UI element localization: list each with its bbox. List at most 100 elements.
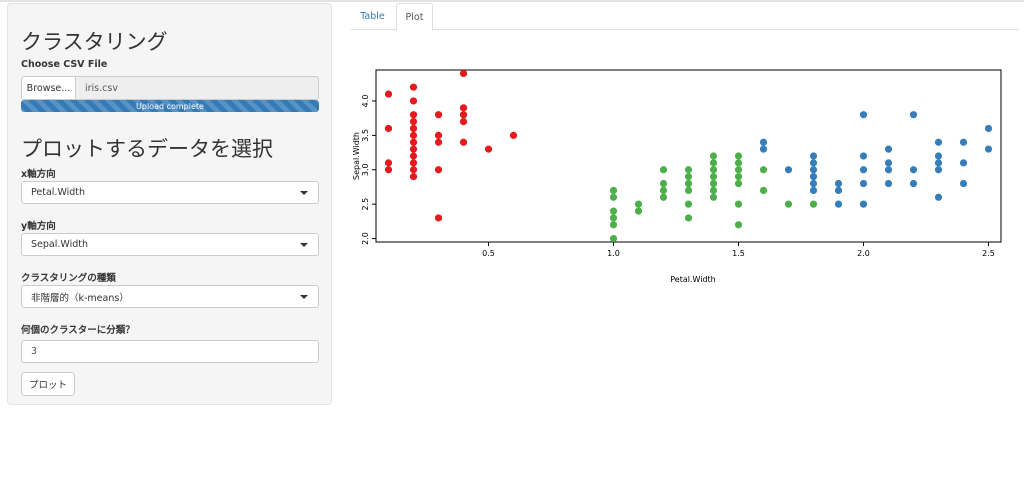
tab-table[interactable]: Table — [360, 11, 385, 22]
data-point-cluster-2 — [609, 221, 618, 229]
data-point-cluster-3 — [809, 173, 818, 181]
x-tick-label: 0.5 — [482, 249, 495, 258]
chevron-down-icon — [300, 191, 308, 195]
data-point-cluster-1 — [384, 159, 393, 167]
x-tick-label: 1.0 — [607, 249, 620, 258]
data-point-cluster-3 — [884, 159, 893, 167]
data-point-cluster-3 — [809, 186, 818, 194]
file-input: Browse... iris.csv — [21, 76, 319, 100]
data-point-cluster-3 — [809, 166, 818, 174]
tab-plot[interactable]: Plot — [396, 3, 433, 31]
data-point-cluster-3 — [859, 179, 868, 188]
data-point-cluster-3 — [859, 200, 868, 208]
cluster-type-select[interactable]: 非階層的（k-means） — [21, 285, 319, 308]
data-point-cluster-1 — [409, 118, 418, 126]
data-point-cluster-1 — [484, 145, 493, 153]
data-point-cluster-3 — [759, 138, 768, 146]
data-point-cluster-2 — [634, 200, 643, 208]
data-point-cluster-3 — [859, 111, 868, 119]
data-point-cluster-3 — [934, 166, 943, 174]
data-point-cluster-2 — [734, 166, 743, 174]
data-point-cluster-3 — [809, 179, 818, 188]
data-point-cluster-2 — [684, 214, 693, 222]
y-tick-label: 3.0 — [361, 163, 370, 176]
y-tick-label: 2.5 — [361, 198, 370, 211]
x-tick-label: 2.0 — [857, 249, 870, 258]
data-point-cluster-1 — [409, 166, 418, 174]
data-point-cluster-3 — [809, 152, 818, 160]
data-point-cluster-2 — [709, 166, 718, 174]
data-point-cluster-2 — [609, 186, 618, 194]
data-point-cluster-3 — [934, 152, 943, 160]
y-tick-label: 4.0 — [361, 95, 370, 108]
data-point-cluster-1 — [409, 83, 418, 91]
data-point-cluster-1 — [409, 111, 418, 119]
data-point-cluster-3 — [859, 166, 868, 174]
x-axis-select[interactable]: Petal.Width — [21, 181, 319, 204]
x-axis-label: Petal.Width — [670, 275, 716, 284]
data-point-cluster-3 — [984, 145, 993, 153]
data-point-cluster-1 — [384, 166, 393, 174]
sidebar-panel: クラスタリング Choose CSV File Browse... iris.c… — [7, 3, 332, 405]
tab-bar: Table Plot — [351, 3, 1019, 31]
browse-button[interactable]: Browse... — [21, 76, 76, 100]
data-point-cluster-2 — [609, 207, 618, 215]
data-point-cluster-3 — [959, 159, 968, 167]
data-point-cluster-1 — [409, 145, 418, 153]
file-name-field[interactable]: iris.csv — [76, 76, 319, 100]
data-point-cluster-2 — [609, 214, 618, 222]
data-point-cluster-3 — [809, 159, 818, 167]
n-clusters-label: 何個のクラスターに分類？ — [21, 325, 135, 336]
data-point-cluster-2 — [659, 179, 668, 188]
data-point-cluster-1 — [409, 138, 418, 146]
data-point-cluster-2 — [709, 193, 718, 201]
data-point-cluster-3 — [859, 152, 868, 160]
data-point-cluster-3 — [834, 179, 843, 188]
data-point-cluster-3 — [884, 179, 893, 188]
data-point-cluster-3 — [934, 159, 943, 167]
data-point-cluster-2 — [609, 234, 618, 243]
chevron-down-icon — [300, 243, 308, 247]
data-point-cluster-1 — [459, 118, 468, 126]
scatter-plot: 0.5 1.0 1.5 2.0 2.5 2.0 2.5 3.0 3.5 4.0 Petal.Wi… — [352, 69, 1002, 284]
data-point-cluster-3 — [909, 166, 918, 174]
top-border — [0, 0, 1024, 2]
data-point-cluster-2 — [734, 159, 743, 167]
data-point-cluster-3 — [959, 138, 968, 146]
data-point-cluster-1 — [409, 152, 418, 160]
data-point-cluster-2 — [684, 179, 693, 188]
upload-progress-bar: Upload complete — [21, 100, 319, 112]
data-point-cluster-1 — [384, 124, 393, 133]
y-axis-select-value: Sepal.Width — [31, 239, 88, 250]
data-point-cluster-2 — [734, 221, 743, 229]
data-point-cluster-2 — [659, 186, 668, 194]
data-point-cluster-2 — [609, 193, 618, 201]
data-point-cluster-1 — [434, 111, 443, 119]
data-point-cluster-1 — [409, 97, 418, 105]
cluster-type-label: クラスタリングの種類 — [21, 273, 116, 284]
plot-frame — [375, 69, 1002, 243]
data-point-cluster-3 — [909, 111, 918, 119]
data-point-cluster-3 — [909, 179, 918, 188]
data-point-cluster-3 — [959, 179, 968, 188]
file-input-label: Choose CSV File — [21, 59, 108, 70]
data-point-cluster-2 — [709, 186, 718, 194]
data-point-cluster-2 — [659, 193, 668, 201]
data-point-cluster-1 — [409, 124, 418, 133]
data-point-cluster-2 — [759, 186, 768, 194]
data-points — [384, 69, 993, 243]
data-point-cluster-3 — [834, 200, 843, 208]
y-axis-select[interactable]: Sepal.Width — [21, 233, 319, 256]
data-point-cluster-2 — [709, 152, 718, 160]
data-point-cluster-2 — [684, 200, 693, 208]
y-tick-label: 2.0 — [361, 232, 370, 245]
data-point-cluster-2 — [634, 207, 643, 215]
data-point-cluster-2 — [684, 166, 693, 174]
data-point-cluster-3 — [934, 193, 943, 201]
data-point-cluster-1 — [409, 173, 418, 181]
data-point-cluster-3 — [984, 124, 993, 133]
data-point-cluster-1 — [409, 131, 418, 139]
y-axis: 2.0 2.5 3.0 3.5 4.0 — [361, 95, 376, 245]
plot-button[interactable]: プロット — [21, 372, 75, 396]
n-clusters-input[interactable] — [21, 340, 319, 363]
